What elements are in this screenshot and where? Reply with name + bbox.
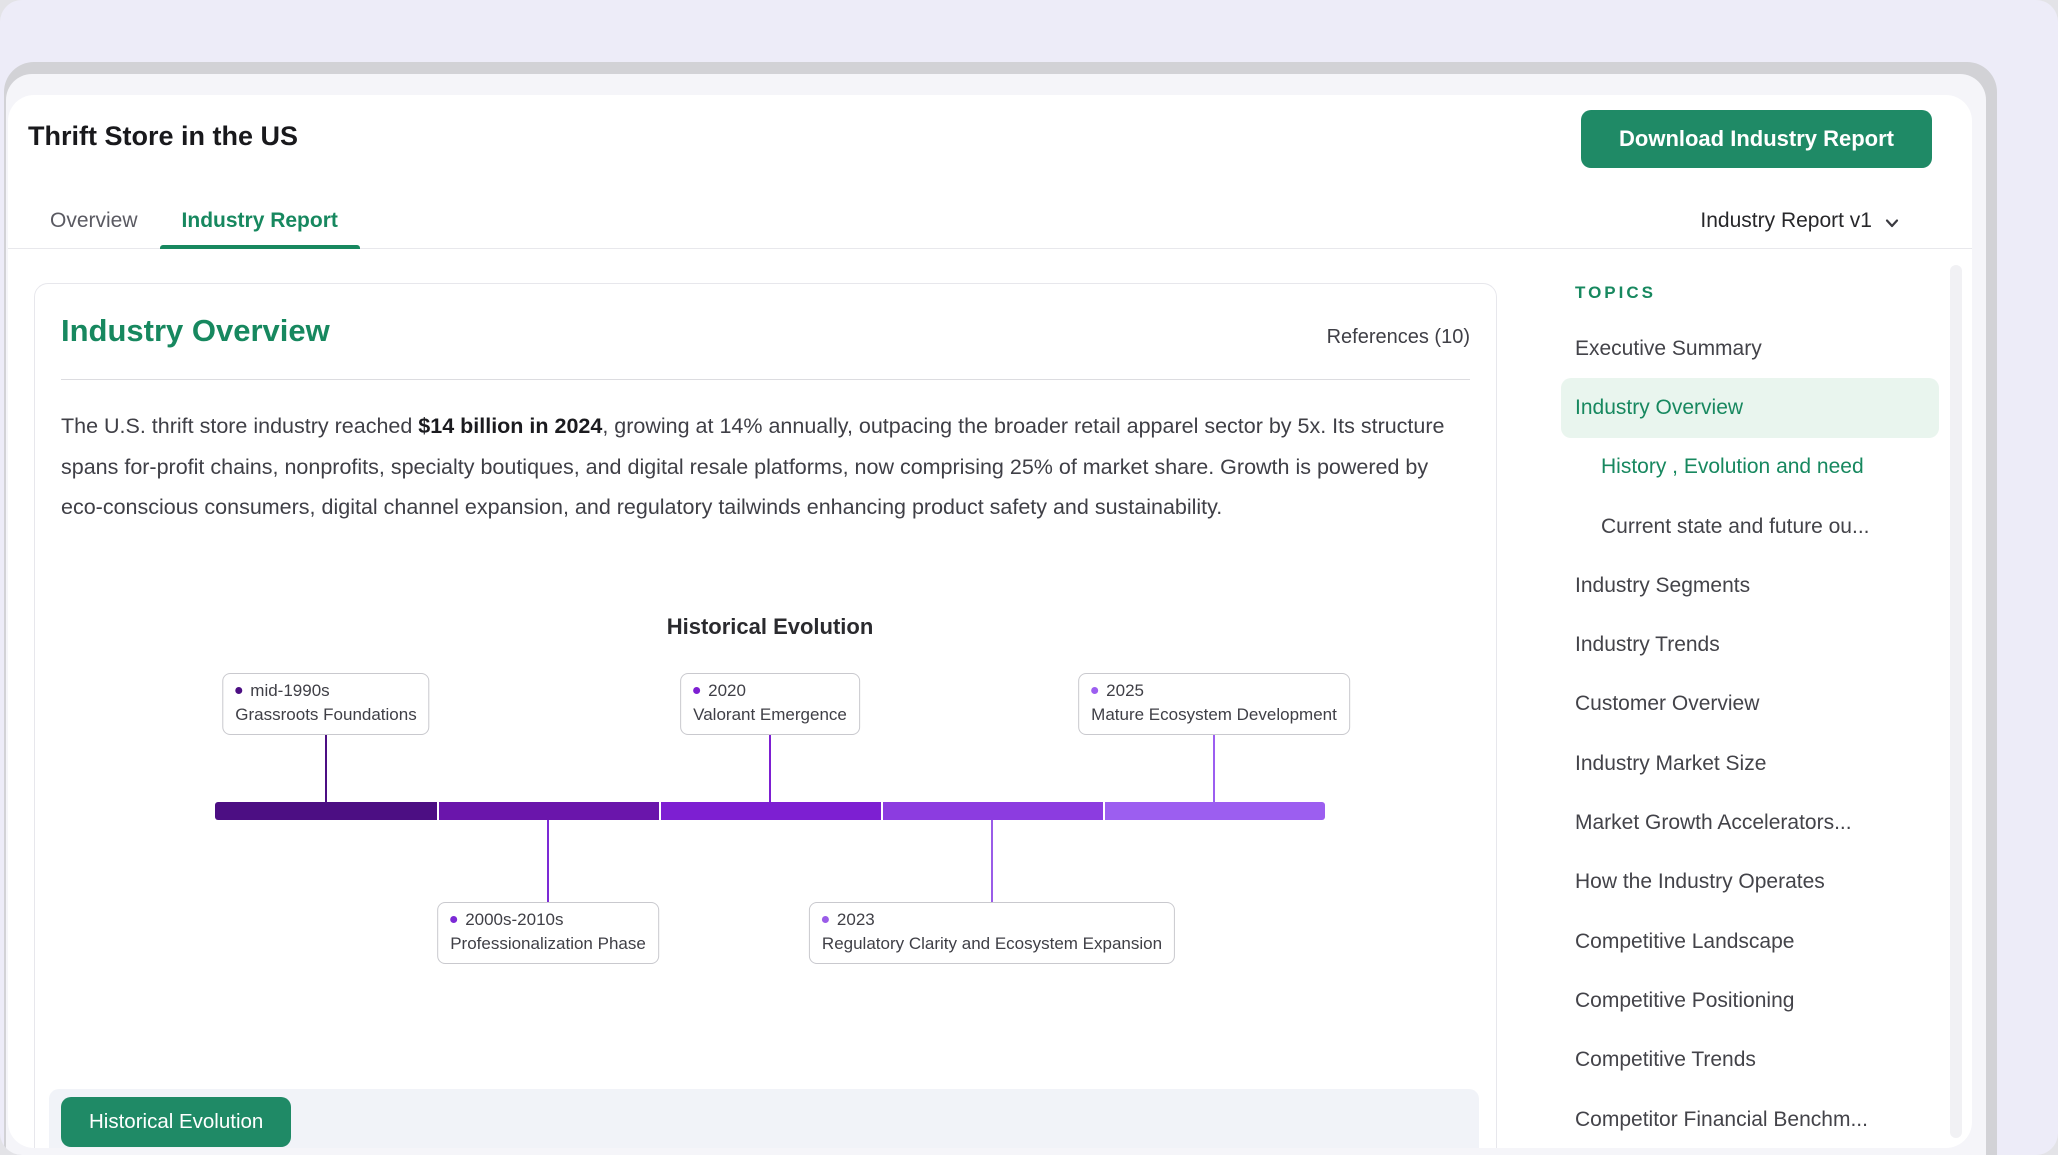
topics-list: Executive Summary Industry Overview Histor… bbox=[1561, 319, 1939, 1148]
paragraph-text: The U.S. thrift store industry reached bbox=[61, 414, 419, 438]
topic-item-12[interactable]: Competitive Trends bbox=[1561, 1031, 1939, 1090]
topics-heading: TOPICS bbox=[1575, 283, 1656, 302]
topic-item-label: Competitive Trends bbox=[1575, 1048, 1756, 1072]
topic-item-0[interactable]: Executive Summary bbox=[1561, 319, 1939, 378]
timeline-segment-0 bbox=[215, 801, 437, 820]
event-dot-icon bbox=[693, 686, 701, 694]
paragraph-text-rest: , growing at 14% annually, outpacing the… bbox=[61, 414, 1445, 519]
event-label: Mature Ecosystem Development bbox=[1091, 704, 1337, 724]
topic-item-8[interactable]: Market Growth Accelerators... bbox=[1561, 793, 1939, 852]
references-link[interactable]: References (10) bbox=[1326, 326, 1470, 348]
topic-item-6[interactable]: Customer Overview bbox=[1561, 675, 1939, 734]
page-title: Thrift Store in the US bbox=[28, 121, 298, 151]
event-date: 2025 bbox=[1106, 680, 1144, 700]
section-divider bbox=[61, 379, 1470, 380]
topic-item-5[interactable]: Industry Trends bbox=[1561, 615, 1939, 674]
timeline-connector-3 bbox=[991, 819, 993, 902]
timeline-segment-2 bbox=[659, 801, 881, 820]
timeline-event-2: 2020 Valorant Emergence bbox=[680, 672, 860, 735]
download-industry-report-button[interactable]: Download Industry Report bbox=[1581, 110, 1932, 168]
topic-item-label: How the Industry Operates bbox=[1575, 870, 1825, 894]
topic-item-3[interactable]: Current state and future ou... bbox=[1561, 497, 1939, 556]
topic-item-label: Industry Trends bbox=[1575, 633, 1720, 657]
historical-evolution-timeline-chart: Historical Evolution mid-1990s Grassroots… bbox=[35, 604, 1496, 966]
event-date: mid-1990s bbox=[250, 680, 330, 700]
timeline-connector-2 bbox=[769, 724, 771, 802]
tab-bar: Overview Industry Report bbox=[8, 193, 1972, 249]
topic-item-label: Current state and future ou... bbox=[1601, 514, 1870, 538]
event-date: 2020 bbox=[708, 680, 746, 700]
topic-item-label: Executive Summary bbox=[1575, 336, 1762, 360]
topic-item-label: Competitor Financial Benchm... bbox=[1575, 1107, 1868, 1131]
section-title: Industry Overview bbox=[61, 313, 330, 348]
tab-industry-report[interactable]: Industry Report bbox=[159, 193, 361, 249]
topic-item-2[interactable]: History , Evolution and need bbox=[1561, 438, 1939, 497]
version-selector-label: Industry Report v1 bbox=[1700, 209, 1872, 232]
timeline-segment-3 bbox=[881, 801, 1103, 820]
event-label: Grassroots Foundations bbox=[235, 704, 417, 724]
event-label: Regulatory Clarity and Ecosystem Expansi… bbox=[821, 933, 1163, 953]
timeline-segment-4 bbox=[1103, 801, 1325, 820]
overview-paragraph: The U.S. thrift store industry reached $… bbox=[61, 406, 1461, 528]
topic-item-label: Competitive Landscape bbox=[1575, 929, 1795, 953]
event-date: 2000s-2010s bbox=[465, 909, 564, 929]
timeline-event-3: 2023 Regulatory Clarity and Ecosystem Exp… bbox=[808, 901, 1176, 964]
timeline-connector-4 bbox=[1213, 724, 1215, 802]
timeline-segment-1 bbox=[437, 801, 659, 820]
event-dot-icon bbox=[235, 686, 243, 694]
version-selector[interactable]: Industry Report v1 bbox=[1700, 193, 1902, 249]
topic-item-10[interactable]: Competitive Landscape bbox=[1561, 912, 1939, 971]
topic-item-1[interactable]: Industry Overview bbox=[1561, 378, 1939, 438]
topic-item-7[interactable]: Industry Market Size bbox=[1561, 734, 1939, 793]
topic-item-label: Competitive Positioning bbox=[1575, 988, 1795, 1012]
paragraph-bold-figure: $14 billion in 2024 bbox=[418, 414, 603, 438]
topic-item-label: History , Evolution and need bbox=[1601, 455, 1864, 479]
event-dot-icon bbox=[1091, 686, 1099, 694]
scrollbar-track[interactable] bbox=[1950, 265, 1962, 1138]
event-dot-icon bbox=[821, 915, 829, 923]
timeline-event-0: mid-1990s Grassroots Foundations bbox=[222, 672, 430, 735]
topic-item-13[interactable]: Competitor Financial Benchm... bbox=[1561, 1090, 1939, 1148]
main-window-card: Thrift Store in the US Download Industry… bbox=[8, 95, 1972, 1148]
next-section-band: Historical Evolution bbox=[49, 1089, 1479, 1148]
topic-item-label: Industry Market Size bbox=[1575, 751, 1767, 775]
report-section-header: Industry Overview References (10) bbox=[35, 284, 1496, 349]
topic-item-4[interactable]: Industry Segments bbox=[1561, 556, 1939, 615]
timeline-event-4: 2025 Mature Ecosystem Development bbox=[1078, 672, 1350, 735]
event-dot-icon bbox=[450, 915, 458, 923]
event-date: 2023 bbox=[836, 909, 875, 929]
timeline-event-1: 2000s-2010s Professionalization Phase bbox=[437, 901, 659, 964]
topic-item-label: Industry Overview bbox=[1575, 395, 1744, 419]
event-label: Valorant Emergence bbox=[693, 704, 847, 724]
timeline-bar bbox=[215, 801, 1325, 820]
topic-item-label: Customer Overview bbox=[1575, 692, 1760, 716]
historical-evolution-badge: Historical Evolution bbox=[61, 1097, 292, 1147]
chevron-down-icon bbox=[1885, 218, 1899, 227]
topic-item-label: Industry Segments bbox=[1575, 573, 1751, 597]
topic-item-9[interactable]: How the Industry Operates bbox=[1561, 853, 1939, 912]
report-section-panel: Industry Overview References (10) The U.… bbox=[34, 283, 1497, 1148]
chart-title: Historical Evolution bbox=[666, 613, 874, 639]
timeline-connector-1 bbox=[547, 819, 549, 902]
event-label: Professionalization Phase bbox=[450, 933, 646, 953]
topic-item-label: Market Growth Accelerators... bbox=[1575, 811, 1852, 835]
timeline-connector-0 bbox=[325, 724, 327, 802]
topic-item-11[interactable]: Competitive Positioning bbox=[1561, 971, 1939, 1030]
tab-overview[interactable]: Overview bbox=[50, 208, 138, 232]
